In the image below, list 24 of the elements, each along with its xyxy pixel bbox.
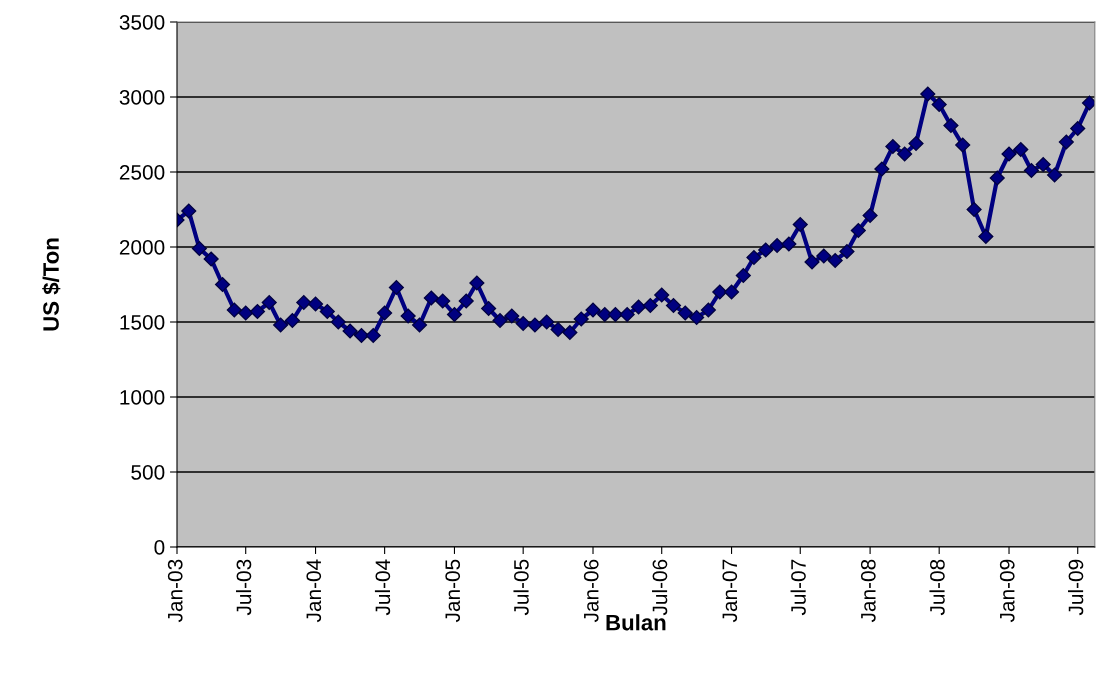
x-tick-label: Jul-06 xyxy=(652,559,668,616)
x-tick-label: Jan-03 xyxy=(167,559,183,623)
y-tick-label: 2000 xyxy=(119,240,165,255)
x-tick-label: Jan-07 xyxy=(722,559,738,623)
x-tick-label: Jan-04 xyxy=(306,559,322,623)
y-tick-label: 2500 xyxy=(119,165,165,180)
x-tick-label: Jul-09 xyxy=(1068,559,1084,616)
x-tick-label: Jul-03 xyxy=(235,559,252,616)
x-tick-label: Jul-07 xyxy=(790,559,806,616)
x-tick-label: Jan-06 xyxy=(583,559,599,623)
y-tick-label: 1500 xyxy=(120,315,165,330)
y-tick-label: 500 xyxy=(131,465,165,480)
y-tick-label: 3000 xyxy=(119,90,165,105)
y-tick-label: 3500 xyxy=(119,15,165,30)
x-tick-label: Jul-05 xyxy=(513,559,529,616)
x-tick-label: Jul-04 xyxy=(374,559,391,616)
y-tick-label: 0 xyxy=(154,540,165,555)
y-tick-label: 1000 xyxy=(120,390,165,405)
x-tick-label: Jan-08 xyxy=(860,559,876,623)
x-tick-label: Jan-05 xyxy=(445,559,461,623)
y-axis-title: US $/Ton xyxy=(42,238,61,331)
x-axis-title: Bulan xyxy=(606,614,666,631)
x-tick-label: Jan-09 xyxy=(999,559,1015,623)
x-tick-label: Jul-08 xyxy=(929,559,945,616)
